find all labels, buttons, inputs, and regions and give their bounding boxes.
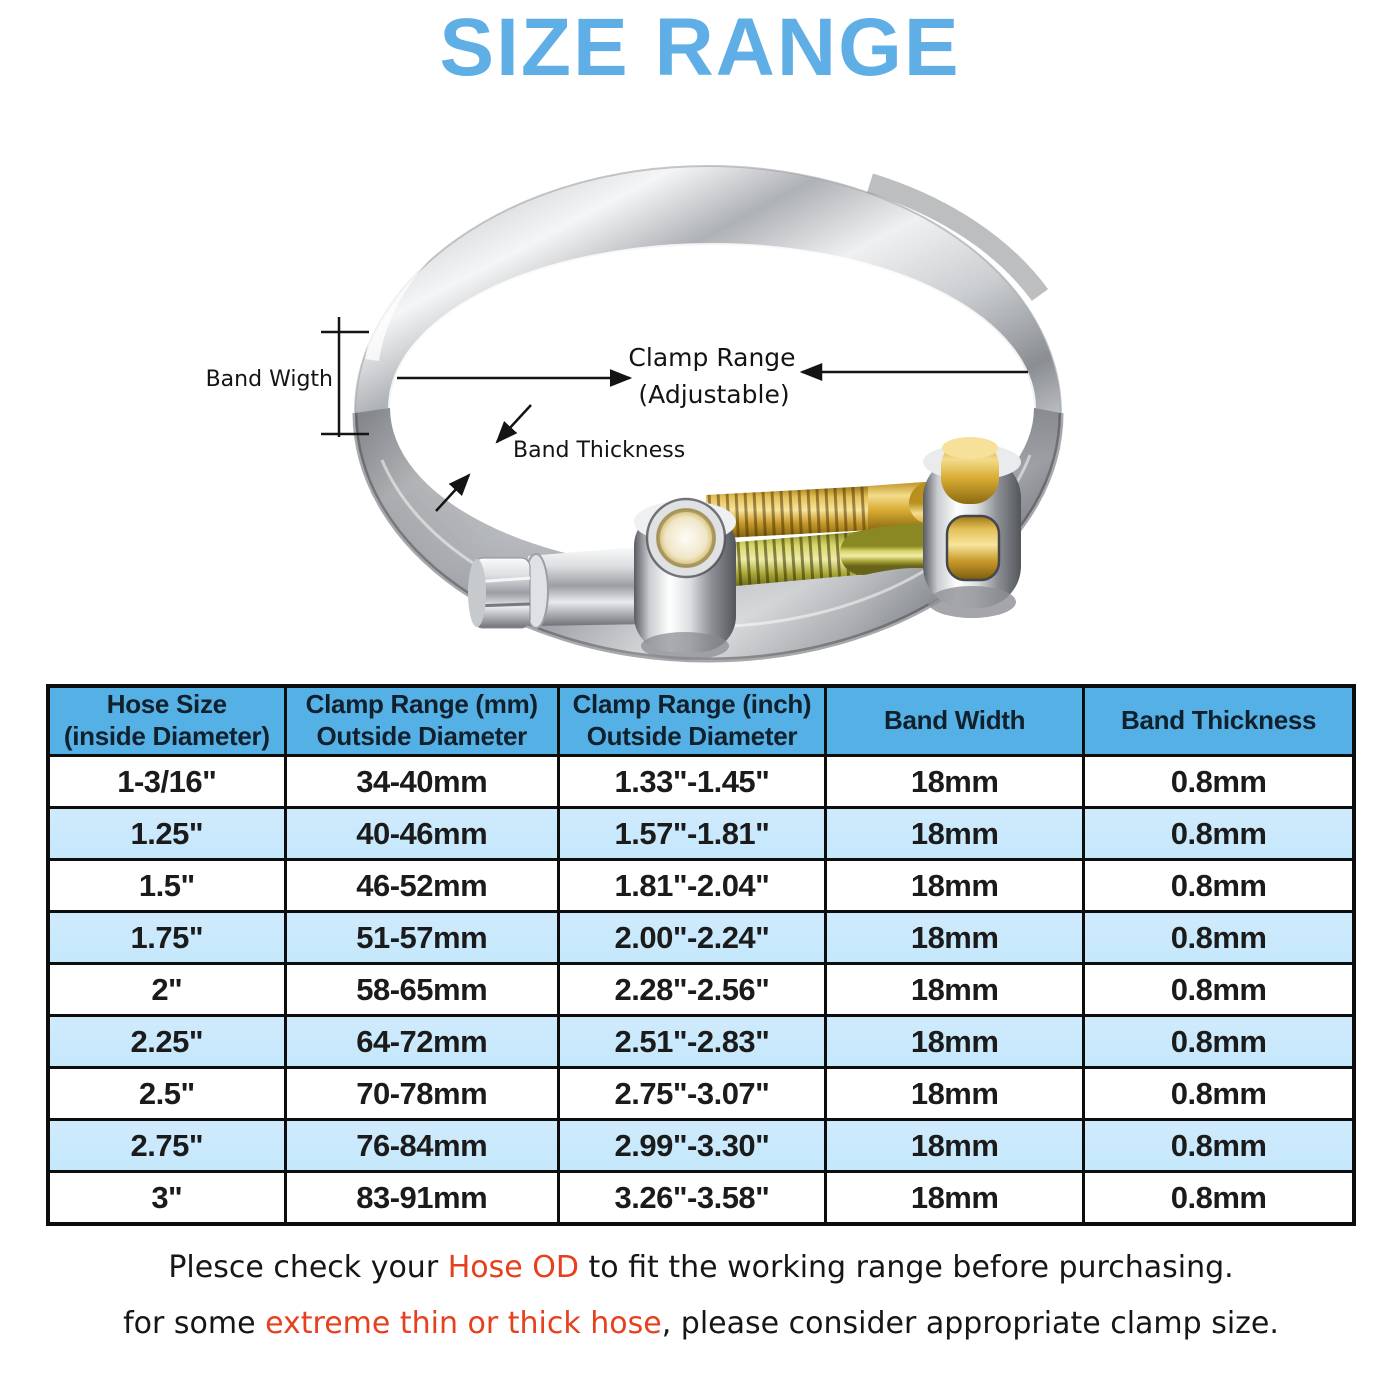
table-cell: 2.5" bbox=[46, 1066, 287, 1121]
table-cell: 0.8mm bbox=[1082, 1014, 1356, 1069]
table-header: Hose Size (inside Diameter) Clamp Range (… bbox=[46, 684, 1356, 757]
table-cell: 3" bbox=[46, 1170, 287, 1226]
table-cell: 0.8mm bbox=[1082, 1170, 1356, 1226]
table-cell: 0.8mm bbox=[1082, 858, 1356, 913]
table-row: 2.25" 64-72mm 2.51"-2.83" 18mm 0.8mm bbox=[46, 1014, 1356, 1069]
footer-note-2: for some extreme thin or thick hose, ple… bbox=[46, 1306, 1356, 1341]
table-body: 1-3/16" 34-40mm 1.33"-1.45" 18mm 0.8mm 1.25"… bbox=[46, 754, 1356, 1226]
header-clamp-range-mm: Clamp Range (mm) Outside Diameter bbox=[283, 684, 560, 757]
table-cell: 18mm bbox=[824, 1014, 1086, 1069]
table-cell: 1.57"-1.81" bbox=[556, 806, 828, 861]
table-cell: 18mm bbox=[824, 754, 1086, 809]
table-cell: 18mm bbox=[824, 962, 1086, 1017]
table-cell: 0.8mm bbox=[1082, 910, 1356, 965]
table-cell: 0.8mm bbox=[1082, 1066, 1356, 1121]
right-trunnion bbox=[923, 437, 1021, 618]
table-row: 2" 58-65mm 2.28"-2.56" 18mm 0.8mm bbox=[46, 962, 1356, 1017]
table-cell: 46-52mm bbox=[283, 858, 560, 913]
table-cell: 18mm bbox=[824, 1118, 1086, 1173]
header-clamp-range-inch: Clamp Range (inch) Outside Diameter bbox=[556, 684, 828, 757]
table-cell: 83-91mm bbox=[283, 1170, 560, 1226]
table-cell: 1.5" bbox=[46, 858, 287, 913]
band-thickness-label: Band Thickness bbox=[513, 438, 685, 463]
table-cell: 2.28"-2.56" bbox=[556, 962, 828, 1017]
table-cell: 51-57mm bbox=[283, 910, 560, 965]
table-cell: 0.8mm bbox=[1082, 1118, 1356, 1173]
table-cell: 0.8mm bbox=[1082, 754, 1356, 809]
table-cell: 18mm bbox=[824, 806, 1086, 861]
table-cell: 76-84mm bbox=[283, 1118, 560, 1173]
footer-note-1-text-end: to fit the working range before purchasi… bbox=[578, 1250, 1234, 1285]
clamp-diagram: Band Wigth Clamp Range (Adjustable) Band… bbox=[0, 110, 1400, 670]
table-row: 1.25" 40-46mm 1.57"-1.81" 18mm 0.8mm bbox=[46, 806, 1356, 861]
band-width-label: Band Wigth bbox=[206, 367, 333, 392]
footer-note-2-text-end: , please consider appropriate clamp size… bbox=[661, 1306, 1279, 1341]
table-row: 1-3/16" 34-40mm 1.33"-1.45" 18mm 0.8mm bbox=[46, 754, 1356, 809]
footer-note-2-highlight: extreme thin or thick hose bbox=[265, 1306, 662, 1341]
clamp-range-adjustable-label: (Adjustable) bbox=[638, 380, 789, 409]
footer-note-2-text: for some bbox=[123, 1306, 266, 1341]
table-cell: 70-78mm bbox=[283, 1066, 560, 1121]
table-cell: 18mm bbox=[824, 858, 1086, 913]
footer-note-1: Plesce check your Hose OD to fit the wor… bbox=[46, 1250, 1356, 1285]
table-row: 1.5" 46-52mm 1.81"-2.04" 18mm 0.8mm bbox=[46, 858, 1356, 913]
table-cell: 0.8mm bbox=[1082, 962, 1356, 1017]
table-header-row: Hose Size (inside Diameter) Clamp Range (… bbox=[46, 684, 1356, 757]
table-row: 3" 83-91mm 3.26"-3.58" 18mm 0.8mm bbox=[46, 1170, 1356, 1226]
table-cell: 2.75"-3.07" bbox=[556, 1066, 828, 1121]
band-thickness-arrow-upper bbox=[495, 404, 532, 444]
table-cell: 18mm bbox=[824, 910, 1086, 965]
dimension-lines bbox=[321, 317, 1028, 512]
table-cell: 18mm bbox=[824, 1066, 1086, 1121]
table-cell: 2.25" bbox=[46, 1014, 287, 1069]
page-title: SIZE RANGE bbox=[439, 2, 961, 93]
table-cell: 2.00"-2.24" bbox=[556, 910, 828, 965]
clamp-range-label: Clamp Range bbox=[628, 343, 795, 372]
header-hose-size: Hose Size (inside Diameter) bbox=[46, 684, 287, 757]
table-cell: 2.75" bbox=[46, 1118, 287, 1173]
table-cell: 34-40mm bbox=[283, 754, 560, 809]
table-cell: 2" bbox=[46, 962, 287, 1017]
table-cell: 1-3/16" bbox=[46, 754, 287, 809]
center-trunnion bbox=[634, 497, 736, 660]
table-cell: 1.33"-1.45" bbox=[556, 754, 828, 809]
table-row: 1.75" 51-57mm 2.00"-2.24" 18mm 0.8mm bbox=[46, 910, 1356, 965]
footer-note-1-highlight: Hose OD bbox=[447, 1250, 579, 1285]
header-band-thickness: Band Thickness bbox=[1082, 684, 1356, 757]
footer-note-1-text: Plesce check your bbox=[168, 1250, 448, 1285]
hex-nut bbox=[468, 557, 531, 629]
table-cell: 64-72mm bbox=[283, 1014, 560, 1069]
table-cell: 2.51"-2.83" bbox=[556, 1014, 828, 1069]
table-cell: 0.8mm bbox=[1082, 806, 1356, 861]
table-cell: 1.81"-2.04" bbox=[556, 858, 828, 913]
table-cell: 40-46mm bbox=[283, 806, 560, 861]
size-range-table: Hose Size (inside Diameter) Clamp Range (… bbox=[46, 684, 1356, 1226]
table-cell: 1.25" bbox=[46, 806, 287, 861]
header-band-width: Band Width bbox=[824, 684, 1086, 757]
table-row: 2.5" 70-78mm 2.75"-3.07" 18mm 0.8mm bbox=[46, 1066, 1356, 1121]
table-cell: 2.99"-3.30" bbox=[556, 1118, 828, 1173]
band-thickness-arrow-lower bbox=[435, 473, 471, 512]
table-row: 2.75" 76-84mm 2.99"-3.30" 18mm 0.8mm bbox=[46, 1118, 1356, 1173]
table-cell: 58-65mm bbox=[283, 962, 560, 1017]
t-bolt-hardware bbox=[468, 437, 1021, 660]
clamp-illustration: Band Wigth Clamp Range (Adjustable) Band… bbox=[206, 165, 1064, 663]
table-cell: 1.75" bbox=[46, 910, 287, 965]
table-cell: 3.26"-3.58" bbox=[556, 1170, 828, 1226]
table-cell: 18mm bbox=[824, 1170, 1086, 1226]
